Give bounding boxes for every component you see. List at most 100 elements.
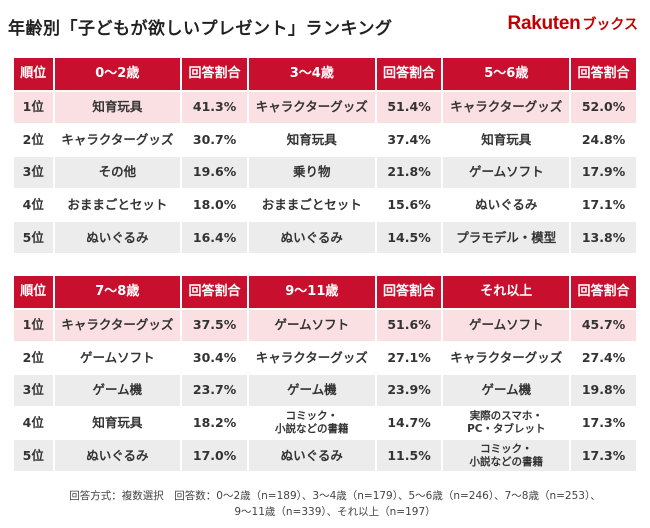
item-cell: キャラクターグッズ	[54, 310, 181, 341]
item-cell: キャラクターグッズ	[248, 342, 375, 374]
ratio-cell: 17.0%	[182, 440, 247, 471]
ratio-cell: 30.7%	[182, 124, 247, 156]
rank-cell: 5位	[14, 222, 53, 253]
item-cell: キャラクターグッズ	[443, 92, 570, 123]
header-age-9-11: 9〜11歳	[248, 276, 375, 308]
table-row: 1位 キャラクターグッズ 37.5% ゲームソフト 51.6% ゲームソフト 4…	[14, 310, 636, 341]
ratio-cell: 18.2%	[182, 407, 247, 439]
rank-cell: 5位	[14, 440, 53, 471]
item-cell: ゲームソフト	[443, 310, 570, 341]
ratio-cell: 16.4%	[182, 222, 247, 253]
item-cell: ゲームソフト	[443, 157, 570, 188]
ratio-cell: 21.8%	[376, 157, 442, 188]
rakuten-books-logo: Rakuten ブックス	[508, 13, 638, 35]
ratio-cell: 51.4%	[376, 92, 442, 123]
header-age-5-6: 5〜6歳	[443, 58, 570, 90]
table-row: 4位 知育玩具 18.2% コミック・ 小説などの書籍 14.7% 実際のスマホ・…	[14, 407, 636, 439]
header-rank: 順位	[14, 276, 53, 308]
rank-cell: 4位	[14, 189, 53, 221]
item-cell: コミック・ 小説などの書籍	[443, 440, 570, 471]
ratio-cell: 19.6%	[182, 157, 247, 188]
ratio-cell: 27.4%	[571, 342, 636, 374]
table-header-row: 順位 0〜2歳 回答割合 3〜4歳 回答割合 5〜6歳 回答割合	[14, 58, 636, 90]
logo-sub: ブックス	[582, 17, 638, 33]
page-title: 年齢別「子どもが欲しいプレゼント」ランキング	[8, 19, 393, 39]
item-cell: 知育玩具	[248, 124, 375, 156]
ranking-table-older: 順位 7〜8歳 回答割合 9〜11歳 回答割合 それ以上 回答割合 1位 キャラ…	[12, 274, 638, 473]
item-cell: 実際のスマホ・ PC・タブレット	[443, 407, 570, 439]
ratio-cell: 23.7%	[182, 375, 247, 406]
header-ratio: 回答割合	[571, 276, 636, 308]
rank-cell: 2位	[14, 342, 53, 374]
footnote-line-1: 回答方式：複数選択 回答数：0〜2歳（n=189）、3〜4歳（n=179）、5〜…	[69, 490, 601, 502]
rank-cell: 3位	[14, 375, 53, 406]
ratio-cell: 30.4%	[182, 342, 247, 374]
footnote: 回答方式：複数選択 回答数：0〜2歳（n=189）、3〜4歳（n=179）、5〜…	[30, 488, 640, 520]
table-row: 3位 その他 19.6% 乗り物 21.8% ゲームソフト 17.9%	[14, 157, 636, 188]
table-row: 2位 キャラクターグッズ 30.7% 知育玩具 37.4% 知育玩具 24.8%	[14, 124, 636, 156]
item-cell: プラモデル・模型	[443, 222, 570, 253]
item-cell: ぬいぐるみ	[443, 189, 570, 221]
item-cell: ゲームソフト	[248, 310, 375, 341]
item-cell: コミック・ 小説などの書籍	[248, 407, 375, 439]
item-cell: ゲーム機	[54, 375, 181, 406]
item-cell: おままごとセット	[248, 189, 375, 221]
table-row: 5位 ぬいぐるみ 17.0% ぬいぐるみ 11.5% コミック・ 小説などの書籍 …	[14, 440, 636, 471]
ratio-cell: 17.1%	[571, 189, 636, 221]
header-age-older: それ以上	[443, 276, 570, 308]
table-row: 1位 知育玩具 41.3% キャラクターグッズ 51.4% キャラクターグッズ …	[14, 92, 636, 123]
item-cell: その他	[54, 157, 181, 188]
item-cell: 知育玩具	[54, 407, 181, 439]
ratio-cell: 13.8%	[571, 222, 636, 253]
rank-cell: 4位	[14, 407, 53, 439]
item-cell: ぬいぐるみ	[248, 222, 375, 253]
logo-brand: Rakuten	[507, 13, 581, 34]
ratio-cell: 27.1%	[376, 342, 442, 374]
item-cell: ぬいぐるみ	[248, 440, 375, 471]
header-ratio: 回答割合	[376, 276, 442, 308]
item-cell: ぬいぐるみ	[54, 222, 181, 253]
table-row: 2位 ゲームソフト 30.4% キャラクターグッズ 27.1% キャラクターグッ…	[14, 342, 636, 374]
item-cell: キャラクターグッズ	[54, 124, 181, 156]
header-age-3-4: 3〜4歳	[248, 58, 375, 90]
item-cell: ゲームソフト	[54, 342, 181, 374]
ratio-cell: 15.6%	[376, 189, 442, 221]
ratio-cell: 17.9%	[571, 157, 636, 188]
ratio-cell: 51.6%	[376, 310, 442, 341]
header-age-7-8: 7〜8歳	[54, 276, 181, 308]
header-ratio: 回答割合	[182, 276, 247, 308]
ratio-cell: 37.4%	[376, 124, 442, 156]
item-cell: ゲーム機	[248, 375, 375, 406]
ratio-cell: 37.5%	[182, 310, 247, 341]
header-ratio: 回答割合	[376, 58, 442, 90]
ratio-cell: 17.3%	[571, 407, 636, 439]
ratio-cell: 41.3%	[182, 92, 247, 123]
rank-cell: 1位	[14, 92, 53, 123]
table-row: 3位 ゲーム機 23.7% ゲーム機 23.9% ゲーム機 19.8%	[14, 375, 636, 406]
item-cell: キャラクターグッズ	[443, 342, 570, 374]
item-cell: キャラクターグッズ	[248, 92, 375, 123]
ratio-cell: 52.0%	[571, 92, 636, 123]
ratio-cell: 18.0%	[182, 189, 247, 221]
footnote-line-2: 9〜11歳（n=339）、それ以上（n=197）	[234, 506, 436, 518]
ratio-cell: 17.3%	[571, 440, 636, 471]
ranking-table-young: 順位 0〜2歳 回答割合 3〜4歳 回答割合 5〜6歳 回答割合 1位 知育玩具…	[12, 56, 638, 255]
item-cell: 乗り物	[248, 157, 375, 188]
ratio-cell: 45.7%	[571, 310, 636, 341]
table-row: 4位 おままごとセット 18.0% おままごとセット 15.6% ぬいぐるみ 1…	[14, 189, 636, 221]
header-ratio: 回答割合	[571, 58, 636, 90]
header-rank: 順位	[14, 58, 53, 90]
header-age-0-2: 0〜2歳	[54, 58, 181, 90]
item-cell: 知育玩具	[443, 124, 570, 156]
item-cell: ゲーム機	[443, 375, 570, 406]
ratio-cell: 23.9%	[376, 375, 442, 406]
ratio-cell: 11.5%	[376, 440, 442, 471]
header-ratio: 回答割合	[182, 58, 247, 90]
item-cell: 知育玩具	[54, 92, 181, 123]
rank-cell: 3位	[14, 157, 53, 188]
ratio-cell: 14.5%	[376, 222, 442, 253]
item-cell: ぬいぐるみ	[54, 440, 181, 471]
ratio-cell: 14.7%	[376, 407, 442, 439]
table-header-row: 順位 7〜8歳 回答割合 9〜11歳 回答割合 それ以上 回答割合	[14, 276, 636, 308]
rank-cell: 2位	[14, 124, 53, 156]
